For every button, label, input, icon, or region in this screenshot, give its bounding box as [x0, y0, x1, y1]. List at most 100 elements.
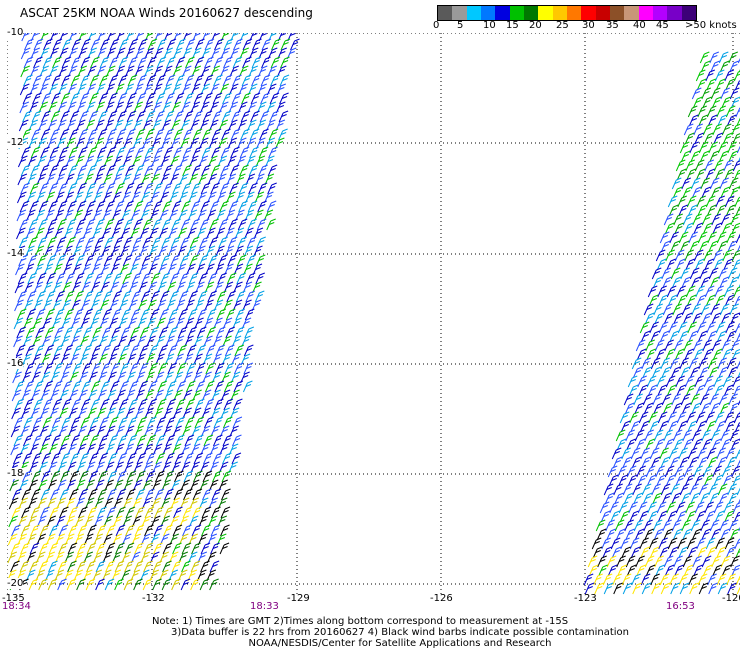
wind-barb	[72, 362, 83, 375]
wind-barb	[125, 164, 135, 177]
wind-barb	[44, 344, 55, 357]
wind-barb	[203, 74, 214, 87]
wind-barb	[706, 105, 717, 118]
wind-barb	[140, 308, 151, 321]
wind-barb	[123, 218, 134, 231]
wind-barb	[60, 470, 70, 483]
wind-barb	[640, 573, 651, 586]
wind-barb	[653, 528, 664, 541]
wind-barb	[640, 546, 650, 559]
wind-barb	[119, 362, 130, 375]
wind-barb	[693, 249, 704, 262]
wind-barb	[733, 169, 740, 181]
wind-barb	[38, 578, 48, 591]
wind-barb	[678, 231, 689, 244]
wind-barb	[591, 537, 602, 550]
wind-barb	[663, 429, 673, 442]
wind-barb	[194, 74, 204, 87]
wind-barb	[676, 168, 687, 181]
wind-barb	[678, 546, 688, 559]
wind-barb	[709, 177, 720, 190]
wind-barb	[673, 555, 683, 568]
wind-barb	[16, 308, 27, 321]
wind-barb	[61, 56, 72, 69]
wind-barb	[728, 276, 739, 289]
wind-barb	[219, 542, 230, 555]
wind-barb	[173, 488, 184, 501]
wind-barb	[119, 38, 129, 51]
wind-barb	[624, 402, 635, 415]
wind-barb	[223, 416, 233, 429]
wind-barb	[685, 384, 696, 397]
wind-barb	[606, 555, 617, 568]
wind-barb	[618, 501, 629, 514]
wind-barb	[584, 582, 595, 595]
wind-barb	[149, 326, 160, 339]
wind-barb	[113, 236, 124, 249]
wind-barb	[194, 398, 205, 411]
wind-barb	[607, 465, 618, 478]
wind-barb	[156, 56, 167, 69]
wind-barb	[667, 294, 678, 307]
wind-barb	[126, 488, 136, 501]
wind-barb	[611, 546, 622, 559]
wind-barb	[130, 326, 141, 339]
wind-barb	[115, 542, 125, 555]
wind-barb	[17, 191, 27, 204]
wind-barb	[266, 200, 277, 213]
wind-barb	[98, 110, 108, 123]
wind-barb	[228, 218, 238, 231]
wind-barb	[146, 434, 157, 447]
wind-barb	[684, 132, 695, 145]
wind-barb	[695, 384, 705, 397]
wind-barb	[115, 164, 126, 177]
wind-barb	[187, 326, 198, 339]
wind-barb	[220, 506, 231, 519]
wind-barb	[17, 290, 28, 303]
legend-swatch	[495, 6, 510, 20]
wind-barb	[251, 74, 261, 87]
wind-barb	[22, 92, 33, 105]
wind-barb	[181, 182, 192, 195]
wind-barb	[710, 429, 721, 442]
wind-barb	[41, 92, 52, 105]
wind-barb	[612, 573, 622, 586]
wind-barb	[660, 582, 671, 595]
wind-barb	[709, 393, 719, 406]
wind-barb	[689, 240, 699, 253]
wind-barb	[688, 357, 699, 370]
wind-barb	[196, 326, 207, 339]
wind-barb	[724, 411, 734, 424]
wind-barb	[617, 564, 627, 577]
wind-barb	[604, 492, 615, 505]
wind-barb	[58, 164, 69, 177]
wind-barb	[698, 456, 708, 469]
wind-barb	[608, 474, 619, 487]
wind-barb	[738, 284, 740, 289]
wind-barb	[26, 290, 37, 303]
wind-barb	[702, 96, 713, 109]
wind-barb	[705, 294, 716, 307]
wind-barb	[718, 393, 729, 406]
time-label: 18:33	[250, 601, 279, 612]
wind-barb	[95, 560, 106, 573]
wind-barb	[85, 218, 96, 231]
wind-barb	[163, 146, 174, 159]
wind-barb	[687, 105, 698, 118]
wind-barb	[48, 560, 58, 573]
wind-barb	[729, 528, 740, 541]
wind-barb	[687, 204, 698, 217]
wind-barb	[678, 573, 689, 586]
wind-barb	[19, 218, 29, 231]
wind-barb	[629, 411, 639, 424]
wind-barb	[122, 254, 133, 267]
wind-barb	[732, 133, 740, 145]
wind-barb	[183, 110, 194, 123]
wind-barb	[691, 303, 701, 316]
wind-barb	[727, 582, 737, 595]
wind-barb	[10, 542, 21, 555]
wind-barb	[164, 110, 175, 123]
wind-barb	[136, 452, 147, 465]
wind-barb	[655, 564, 665, 577]
wind-barb	[711, 312, 721, 325]
